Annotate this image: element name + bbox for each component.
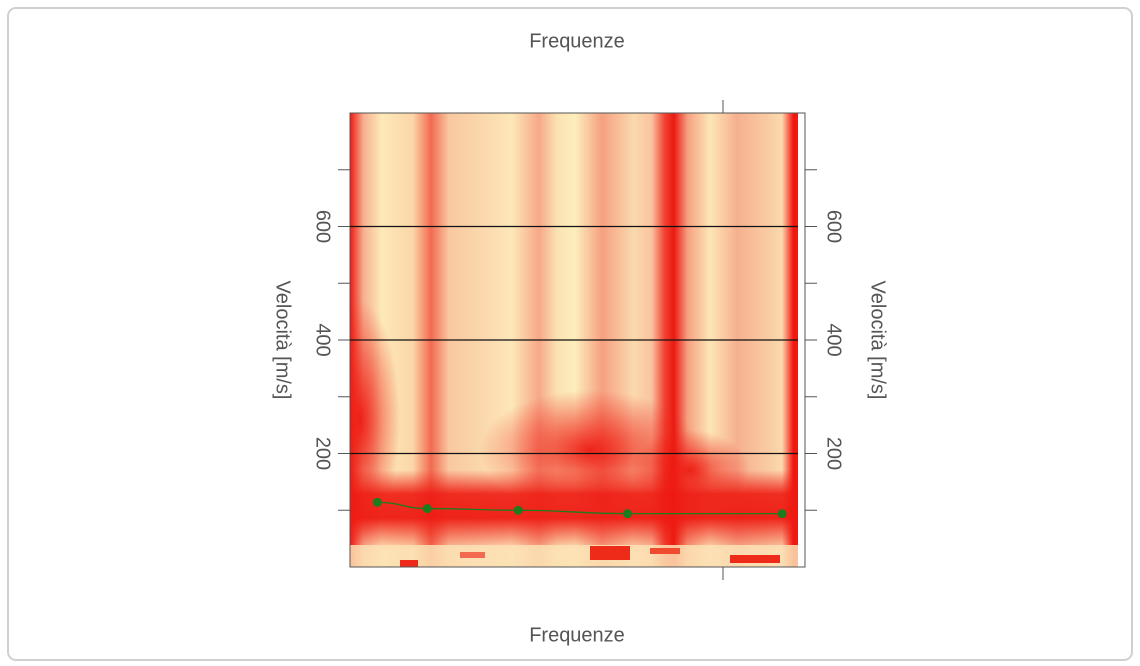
data-point [372,497,382,507]
y2-tick-label: 600 [823,210,845,243]
y2-tick-label: 400 [823,323,845,356]
y-tick-label: 200 [312,437,334,470]
data-point [422,504,432,514]
y-axis-label: Velocità [m/s] [272,281,294,400]
y-tick-label: 400 [312,323,334,356]
dispersion-curve [377,501,783,515]
chart-title: Frequenze [529,30,625,52]
x-axis-label: Frequenze [529,624,625,646]
data-point [623,509,633,519]
y-tick-label: 600 [312,210,334,243]
data-point [513,505,523,515]
data-point [777,509,787,519]
y2-axis-label: Velocità [m/s] [867,281,889,400]
y2-tick-label: 200 [823,437,845,470]
